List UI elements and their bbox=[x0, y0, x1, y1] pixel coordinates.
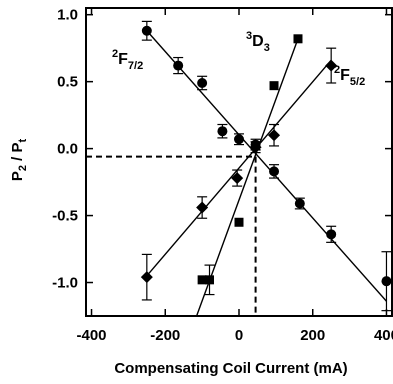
y-tick-label: 0.5 bbox=[57, 74, 78, 91]
data-point-circle bbox=[141, 25, 152, 36]
data-markers bbox=[140, 25, 392, 287]
fit-lines bbox=[146, 30, 387, 317]
data-point-diamond bbox=[268, 129, 281, 142]
data-point-circle bbox=[217, 126, 228, 137]
fit-line-1 bbox=[146, 59, 332, 277]
data-point-circle bbox=[326, 229, 337, 240]
data-point-circle bbox=[294, 198, 305, 209]
data-point-diamond bbox=[196, 201, 209, 214]
data-point-square bbox=[234, 217, 244, 227]
data-point-diamond bbox=[231, 172, 244, 185]
data-point-circle bbox=[269, 166, 280, 177]
fit-line-2 bbox=[195, 38, 299, 317]
y-tick-label: -0.5 bbox=[52, 208, 78, 225]
data-point-circle bbox=[173, 60, 184, 71]
plot-frame bbox=[85, 7, 393, 317]
y-tick-label: -1.0 bbox=[52, 275, 78, 292]
series-label-3d3: 3D3 bbox=[246, 30, 270, 54]
data-point-circle bbox=[234, 134, 244, 145]
x-tick-label: -400 bbox=[77, 327, 107, 344]
y-tick-label: 0.0 bbox=[57, 141, 78, 158]
data-point-square bbox=[197, 275, 207, 285]
y-axis-title: P2 / Pt bbox=[9, 139, 29, 182]
data-point-diamond bbox=[140, 271, 153, 284]
x-tick-label: 0 bbox=[235, 327, 243, 344]
x-axis-title: Compensating Coil Current (mA) bbox=[114, 360, 347, 377]
reference-lines bbox=[86, 155, 257, 316]
tick-labels: -400 -200 0 200 400 1.0 0.5 0.0 -0.5 -1.0 bbox=[52, 7, 393, 344]
fit-line-0 bbox=[146, 30, 387, 302]
data-point-square bbox=[251, 141, 261, 151]
series-label-2f72: 2F7/2 bbox=[112, 48, 143, 72]
data-point-circle bbox=[197, 77, 208, 88]
y-tick-label: 1.0 bbox=[57, 7, 78, 24]
data-point-square bbox=[293, 34, 303, 44]
x-tick-label: 400 bbox=[374, 327, 393, 344]
data-point-diamond bbox=[325, 59, 338, 72]
x-tick-label: 200 bbox=[300, 327, 325, 344]
data-point-square bbox=[269, 81, 279, 91]
data-point-circle bbox=[381, 276, 392, 287]
data-point-square bbox=[205, 275, 215, 285]
axis-ticks bbox=[86, 8, 392, 316]
series-label-2f52: 2F5/2 bbox=[334, 64, 365, 88]
x-tick-label: -200 bbox=[150, 327, 180, 344]
